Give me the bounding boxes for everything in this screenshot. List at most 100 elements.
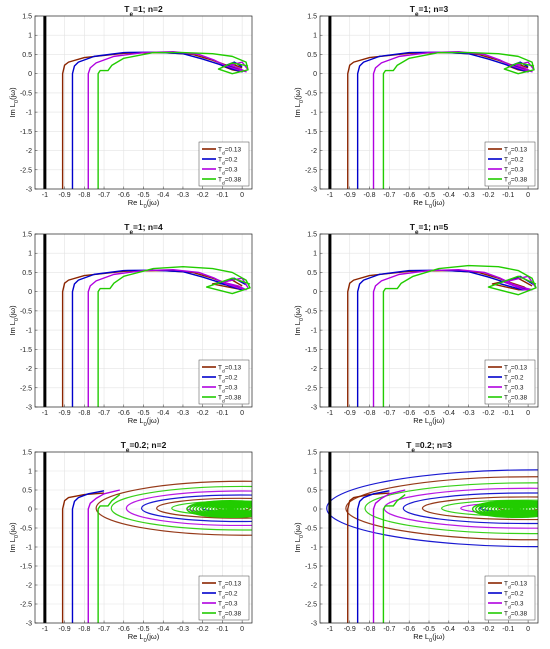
x-tick-label: -0.1	[216, 626, 228, 633]
x-tick-label: -1	[327, 626, 333, 633]
x-tick-label: -1	[327, 410, 333, 417]
spiral-loop	[402, 492, 538, 525]
x-tick-label: -1	[42, 410, 48, 417]
y-tick-label: -1.5	[20, 129, 32, 136]
x-tick-label: -0.4	[157, 410, 169, 417]
y-tick-label: -2.5	[20, 602, 32, 609]
x-tick-label: -0.1	[502, 410, 514, 417]
panel-title: Te=0.2; n=2	[121, 440, 167, 454]
x-tick-label: -0.3	[177, 192, 189, 199]
legend-label: Td=0.2	[218, 156, 238, 166]
y-tick-label: 0	[313, 507, 317, 514]
y-tick-label: 0	[28, 289, 32, 296]
y-tick-label: 1	[313, 469, 317, 476]
x-tick-label: -0.5	[137, 626, 149, 633]
legend-label: Td=0.3	[218, 384, 238, 394]
panel-title: Te=1; n=2	[124, 4, 163, 18]
x-tick-label: -0.3	[177, 410, 189, 417]
x-tick-label: -0.8	[364, 192, 376, 199]
spiral-loop	[125, 490, 252, 527]
series-line-3	[87, 489, 120, 623]
axes-frame	[319, 451, 539, 624]
x-tick-label: -0.6	[403, 626, 415, 633]
legend-label: Td=0.3	[218, 600, 238, 610]
x-tick-label: -0.2	[482, 192, 494, 199]
y-tick-label: 0.5	[307, 488, 317, 495]
plot-layer	[43, 234, 251, 407]
spiral-loop	[156, 497, 252, 519]
series-line-4	[97, 265, 251, 407]
x-tick-label: -1	[42, 626, 48, 633]
legend-label: Td=0.2	[218, 590, 238, 600]
legend-label: Td=0.2	[504, 374, 524, 384]
y-tick-label: 1.5	[307, 450, 317, 457]
spiral-loop	[345, 476, 538, 541]
y-tick-label: 0.5	[22, 52, 32, 59]
y-tick-label: -1.5	[305, 564, 317, 571]
axes-frame	[319, 15, 539, 190]
series-line-2	[71, 269, 247, 407]
series-line-4	[382, 494, 406, 623]
legend-label: Td=0.38	[504, 394, 528, 404]
x-tick-label: -0.5	[423, 626, 435, 633]
legend-label: Td=0.13	[218, 580, 242, 590]
x-tick-label: -0.1	[502, 626, 514, 633]
x-tick-label: -0.8	[78, 410, 90, 417]
y-tick-label: -2	[26, 366, 32, 373]
x-tick-label: -0.4	[443, 410, 455, 417]
y-tick-label: 1	[313, 251, 317, 258]
x-tick-label: -0.6	[118, 410, 130, 417]
legend-label: Td=0.13	[504, 580, 528, 590]
series-line-3	[372, 269, 537, 407]
y-axis-label: Im L0(jω)	[293, 522, 305, 553]
y-axis-label: Im L0(jω)	[293, 305, 305, 336]
x-axis-label: Re L0(jω)	[128, 632, 160, 644]
plot-layer	[328, 234, 537, 407]
y-axis-label: Im L0(jω)	[8, 87, 20, 118]
y-tick-label: -1.5	[20, 347, 32, 354]
x-tick-label: -0.1	[502, 192, 514, 199]
x-tick-label: -0.8	[78, 192, 90, 199]
axes-frame	[319, 233, 539, 408]
x-tick-label: -0.4	[443, 192, 455, 199]
y-tick-label: -1.5	[305, 129, 317, 136]
axes-frame	[34, 233, 253, 408]
y-tick-label: -1	[311, 110, 317, 117]
legend-label: Td=0.3	[504, 384, 524, 394]
y-tick-label: 1.5	[307, 14, 317, 21]
x-tick-label: 0	[526, 192, 530, 199]
y-tick-label: 1	[28, 251, 32, 258]
y-tick-label: -2	[26, 583, 32, 590]
series-line-3	[372, 51, 535, 189]
x-tick-label: -0.3	[463, 410, 475, 417]
panel-title: Te=1; n=4	[124, 222, 163, 236]
y-tick-label: -0.5	[305, 308, 317, 315]
y-tick-label: 0.5	[307, 52, 317, 59]
x-tick-label: -0.5	[137, 410, 149, 417]
panel-title: Te=1; n=3	[410, 4, 449, 18]
spiral-loop	[326, 469, 538, 548]
panel-title: Te=1; n=5	[410, 222, 449, 236]
x-tick-label: -0.3	[463, 192, 475, 199]
y-tick-label: 1.5	[22, 232, 32, 239]
panel-5: -1 -0.9 -0.8 -0.7 -0.6 -0.5 -0.4 -0.3 -0.2 -0.1 0 1…	[8, 440, 253, 644]
y-tick-label: -3	[311, 187, 317, 194]
y-tick-label: -0.5	[20, 308, 32, 315]
y-tick-label: -3	[26, 621, 32, 628]
y-tick-label: -2.5	[305, 167, 317, 174]
x-tick-label: -0.5	[137, 192, 149, 199]
legend-label: Td=0.2	[504, 156, 524, 166]
x-tick-label: -1	[327, 192, 333, 199]
y-tick-label: 1	[28, 33, 32, 40]
x-tick-label: -0.9	[59, 410, 71, 417]
x-axis-label: Re L0(jω)	[128, 416, 160, 428]
plot-layer	[328, 16, 535, 189]
x-axis-label: Re L0(jω)	[413, 198, 445, 210]
spiral-core	[226, 507, 235, 511]
spiral-loop	[110, 485, 252, 531]
x-tick-label: -0.9	[344, 410, 356, 417]
x-tick-label: 0	[526, 626, 530, 633]
y-tick-label: -1.5	[20, 564, 32, 571]
y-tick-label: -0.5	[305, 526, 317, 533]
